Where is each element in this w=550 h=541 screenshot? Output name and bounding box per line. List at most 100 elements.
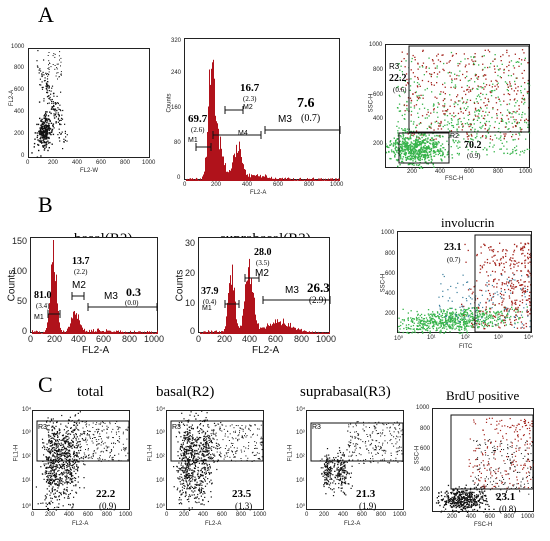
tick: 400	[466, 514, 477, 520]
tick: 200	[385, 311, 396, 317]
tick: 600	[273, 182, 284, 188]
tick: 0	[165, 512, 169, 518]
c-total-value: 22.2	[96, 488, 116, 500]
c-scatter	[73, 421, 129, 462]
tick: 10²	[461, 335, 470, 341]
a-scatter-xlabel: FSC-H	[445, 176, 464, 182]
tick: 1000	[393, 512, 407, 518]
c-basal-title: basal(R2)	[156, 384, 215, 400]
tick: 10⁰	[22, 504, 32, 510]
tick: 10²	[156, 454, 165, 460]
tick: 600	[357, 512, 368, 518]
c-cluster	[35, 414, 69, 511]
tick: 800	[420, 426, 431, 432]
a3-r2-gate	[398, 132, 450, 164]
tick: 400	[242, 182, 253, 188]
a3-green-cluster	[386, 128, 459, 169]
a-r3-value: 22.2	[389, 73, 407, 84]
b-invol-value: 23.1	[444, 242, 462, 253]
c-basal-scatter	[166, 410, 264, 511]
a-dot-plot-points	[31, 50, 68, 158]
tick: 600	[464, 169, 475, 175]
b-basal-xlabel: FL2-A	[82, 345, 110, 356]
c-total-title: total	[77, 384, 104, 400]
tick: 10³	[156, 430, 165, 436]
b-supra-m2-label: M2	[255, 268, 269, 279]
tick: 100	[12, 266, 28, 276]
b-basal-m1-value: 81.0	[34, 290, 52, 301]
tick: 200	[14, 131, 25, 137]
a-m2-value: 16.7	[240, 82, 260, 94]
tick: 200	[47, 334, 63, 344]
tick: 600	[83, 512, 94, 518]
c4-gate	[450, 414, 534, 490]
tick: 240	[171, 70, 182, 76]
tick: 10³	[22, 430, 31, 436]
tick: 10⁴	[296, 407, 306, 413]
a1-diagonal-stream	[36, 50, 68, 150]
a-r3-label: R3	[389, 62, 400, 71]
tick: 600	[485, 514, 496, 520]
a3-red-field	[400, 49, 530, 141]
tick: 400	[420, 467, 431, 473]
tick: 200	[217, 334, 233, 344]
tick: 150	[12, 236, 28, 246]
c-basal-points	[170, 411, 264, 511]
tick: 800	[504, 514, 515, 520]
tick: 800	[122, 334, 138, 344]
tick: 1000	[369, 42, 383, 48]
tick: 1000	[416, 405, 430, 411]
b-supra-m3-label: M3	[285, 285, 299, 296]
tick: 600	[96, 334, 112, 344]
tick: 1000	[521, 514, 535, 520]
c-basal-xlabel: FL2-A	[205, 521, 222, 527]
c-cluster	[331, 447, 353, 497]
b3-gate	[474, 234, 532, 333]
tick: 800	[120, 160, 131, 166]
c-basal-value: 23.5	[232, 488, 252, 500]
tick: 0	[31, 512, 35, 518]
tick: 0	[177, 175, 181, 181]
c-supra-value: 21.3	[356, 488, 376, 500]
c-supra-title: suprabasal(R3)	[300, 384, 391, 400]
a-m3-sd: (0.7)	[301, 113, 321, 124]
b-basal-bars	[32, 240, 158, 334]
a-m2-label: M2	[243, 104, 253, 111]
a-m1-label: M1	[188, 137, 198, 144]
b3-blue-field	[438, 273, 531, 328]
tick: 1000	[253, 512, 267, 518]
c-r3-gate	[310, 422, 404, 462]
a-dot-plot	[28, 48, 150, 158]
tick: 400	[373, 116, 384, 122]
b-supra-m2-value: 28.0	[254, 247, 272, 258]
b-supra-m1-value: 37.9	[201, 286, 219, 297]
c-supra-points	[310, 421, 404, 497]
b-supra-bars	[200, 258, 331, 334]
tick: 10	[185, 298, 196, 308]
a-m1-sd: (2.6)	[191, 126, 205, 134]
c-supra-scatter	[306, 410, 404, 510]
a-m3-label: M3	[278, 114, 292, 125]
tick: 10¹	[156, 478, 165, 484]
tick: 10⁰	[296, 504, 306, 510]
a3-r3-gate	[408, 45, 530, 133]
tick: 10²	[296, 454, 305, 460]
b-supra-m2-sd: (3.5)	[256, 259, 270, 267]
b-invol-sd: (0.7)	[447, 256, 461, 264]
tick: 600	[420, 446, 431, 452]
b-basal-m3-label: M3	[104, 291, 118, 302]
tick: 400	[338, 512, 349, 518]
c-total-r3-label: R3	[38, 424, 47, 431]
tick: 320	[171, 38, 182, 44]
c-supra-ylabel: FL1-H	[287, 444, 294, 462]
b-basal-m2-label: M2	[72, 280, 86, 291]
tick: 200	[48, 160, 59, 166]
a-m3-value: 7.6	[297, 96, 315, 111]
b-supra-m1-sd: (0.4)	[203, 298, 217, 306]
b-basal-m3-sd: (0.0)	[125, 299, 139, 307]
tick: 0	[305, 512, 309, 518]
c-brdu-sd: (0.8)	[499, 504, 517, 514]
tick: 200	[45, 512, 56, 518]
tick: 80	[174, 140, 181, 146]
tick: 50	[17, 296, 28, 306]
